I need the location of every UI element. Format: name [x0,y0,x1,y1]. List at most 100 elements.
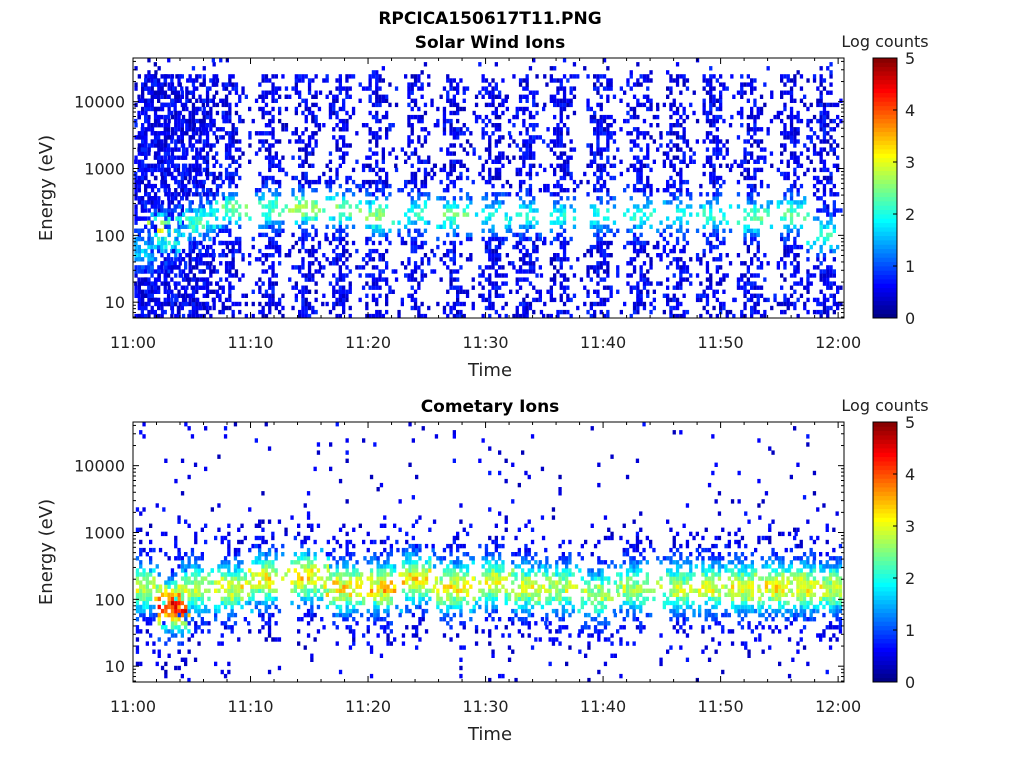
heatmap-cell [278,183,282,189]
heatmap-cell [163,90,167,95]
heatmap-cell [442,131,447,136]
heatmap-cell [160,244,164,250]
heatmap-cell [562,277,567,282]
heatmap-cell [385,232,389,238]
heatmap-cell [675,228,680,233]
heatmap-cell [345,273,349,278]
heatmap-cell [682,106,686,112]
heatmap-cell [298,139,302,144]
heatmap-cell [501,151,505,156]
heatmap-cell [822,167,827,173]
heatmap-cell [770,305,774,311]
heatmap-cell [271,220,275,225]
heatmap-cell [826,236,830,242]
heatmap-cell [205,277,210,282]
heatmap-cell [400,240,404,246]
heatmap-cell [304,179,308,185]
heatmap-cell [294,220,298,225]
heatmap-cell [407,90,411,95]
heatmap-cell [750,232,754,238]
heatmap-cell [157,277,161,282]
heatmap-cell [702,86,706,91]
heatmap-cell [163,188,167,193]
heatmap-cell [646,277,650,282]
heatmap-cell [626,208,630,213]
heatmap-cell [430,167,434,173]
heatmap-cell [525,204,529,209]
heatmap-cell [228,293,232,298]
heatmap-cell [593,313,597,319]
heatmap-cell [566,131,570,136]
heatmap-cell [656,123,660,128]
heatmap-cell [494,244,498,250]
heatmap-cell [562,285,567,290]
heatmap-cell [351,167,356,173]
heatmap-cell [449,118,453,124]
heatmap-cell [812,265,817,270]
heatmap-cell [525,131,529,136]
heatmap-cell [385,297,389,303]
heatmap-cell [375,90,379,95]
heatmap-cell [722,143,726,148]
heatmap-cell [351,179,356,185]
heatmap-cell [385,301,389,307]
heatmap-cell [241,90,245,95]
heatmap-cell [228,106,232,112]
heatmap-cell [301,175,305,181]
heatmap-cell [338,118,342,124]
heatmap-cell [553,220,557,225]
heatmap-cell [328,106,333,112]
heatmap-cell [562,240,567,246]
heatmap-cell [569,265,573,270]
heatmap-cell [137,232,141,238]
heatmap-cell [205,192,210,197]
heatmap-cell [829,175,833,181]
heatmap-cell [559,135,563,140]
heatmap-cell [378,118,382,124]
heatmap-cell [180,188,184,193]
heatmap-cell [636,82,640,87]
heatmap-cell [261,139,265,144]
heatmap-cell [532,98,536,103]
heatmap-cell [593,244,597,250]
heatmap-cell [649,265,653,270]
heatmap-cell [685,86,690,91]
heatmap-cell [211,82,215,87]
heatmap-cell [261,106,265,112]
heatmap-cell [163,297,167,303]
heatmap-cell [743,90,747,95]
heatmap-cell [456,313,460,319]
heatmap-cell [185,301,189,307]
heatmap-cell [491,212,495,217]
heatmap-cell [228,273,232,278]
heatmap-cell [512,313,516,319]
heatmap-cell [278,179,282,185]
heatmap-cell [144,147,148,152]
heatmap-cell [271,244,275,250]
heatmap-cell [385,293,389,298]
heatmap-cell [342,118,346,124]
heatmap-cell [586,163,590,168]
heatmap-cell [228,305,232,311]
heatmap-cell [672,167,676,173]
heatmap-cell [375,277,379,282]
heatmap-cell [488,236,492,242]
heatmap-cell [322,78,326,83]
heatmap-cell [278,220,282,225]
heatmap-cell [181,313,186,319]
heatmap-cell [345,240,349,246]
heatmap-cell [669,139,673,144]
heatmap-cell [238,240,242,246]
heatmap-cell [666,301,670,307]
heatmap-cell [456,86,460,91]
heatmap-cell [410,139,414,144]
heatmap-cell [692,90,696,95]
heatmap-cell [368,167,372,173]
heatmap-cell [375,131,379,136]
heatmap-cell [191,216,196,221]
heatmap-cell [543,236,547,242]
heatmap-cell [413,228,418,233]
heatmap-cell [181,151,186,156]
heatmap-cell [488,277,492,282]
heatmap-cell [157,313,161,319]
